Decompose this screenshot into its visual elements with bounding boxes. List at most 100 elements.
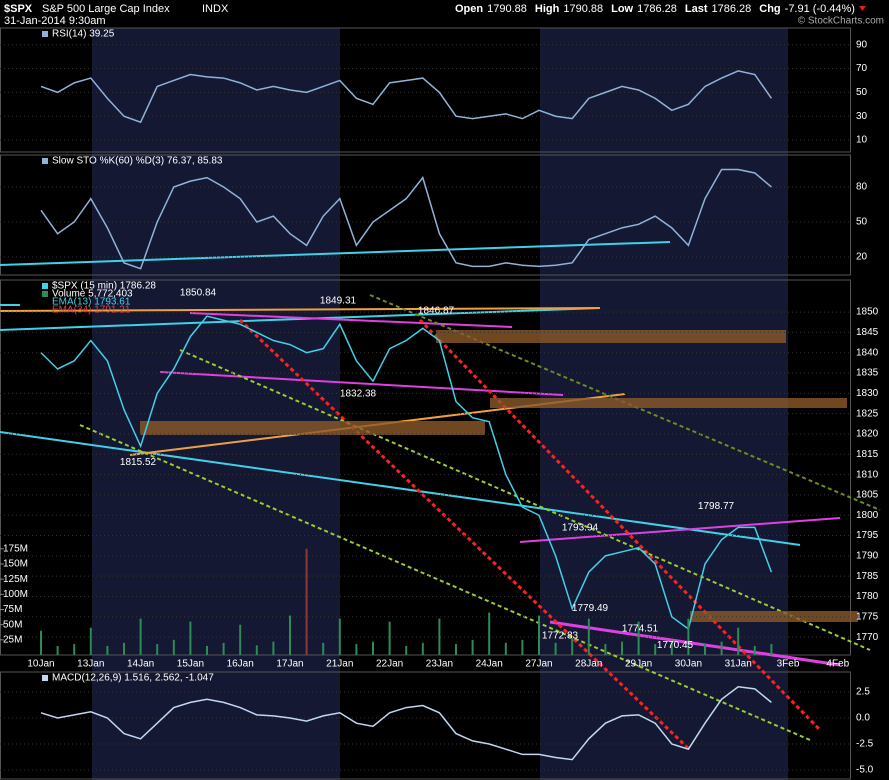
y-tick-label: 70 <box>856 63 868 74</box>
x-tick-label: 17Jan <box>276 659 303 670</box>
y-tick-label: -2.5 <box>856 739 874 750</box>
y-tick-label: 1845 <box>856 327 879 338</box>
legend-entry: RSI(14) 39.25 <box>52 29 115 40</box>
x-tick-label: 31Jan <box>725 659 752 670</box>
volume-bar <box>654 644 657 655</box>
legend-swatch <box>42 283 48 289</box>
quote-value: 1786.28 <box>637 3 677 15</box>
price-annotation: 1850.84 <box>180 287 217 298</box>
volume-bar <box>106 645 109 655</box>
y2-tick-label: 175M <box>3 543 28 554</box>
legend-swatch <box>42 31 48 37</box>
quote-value: -7.91 (-0.44%) <box>785 3 855 15</box>
volume-bar <box>73 644 76 655</box>
volume-bar <box>372 641 374 655</box>
y-tick-label: 20 <box>856 252 868 263</box>
y-tick-label: 1790 <box>856 551 879 562</box>
volume-bar <box>355 644 358 655</box>
y-tick-label: 1795 <box>856 530 879 541</box>
y-tick-label: 2.5 <box>856 687 870 698</box>
legend-swatch <box>42 675 48 681</box>
price-annotation: 1772.83 <box>542 630 579 641</box>
x-tick-label: 4Feb <box>826 659 849 670</box>
price-annotation: 1774.51 <box>622 623 659 634</box>
symbol: $SPX <box>4 3 33 15</box>
y2-tick-label: 50M <box>3 619 22 630</box>
legend-entry: Slow STO %K(60) %D(3) 76.37, 85.83 <box>52 156 223 167</box>
volume-bar <box>438 618 441 655</box>
volume-bar <box>255 645 258 655</box>
volume-bar <box>89 627 92 655</box>
volume-bar <box>139 618 142 655</box>
volume-bar <box>604 644 607 655</box>
series-line <box>40 70 773 124</box>
legend-swatch <box>42 158 48 164</box>
x-tick-label: 21Jan <box>326 659 353 670</box>
y-tick-label: 0.0 <box>856 713 870 724</box>
quote-value: 1790.88 <box>563 3 603 15</box>
y2-tick-label: 25M <box>3 634 22 645</box>
y-tick-label: 30 <box>856 111 868 122</box>
quote-label: High <box>535 3 560 15</box>
price-annotation: 1846.87 <box>418 305 455 316</box>
x-tick-label: 28Jan <box>575 659 602 670</box>
volume-bar <box>222 642 225 655</box>
x-tick-label: 14Jan <box>127 659 154 670</box>
price-annotation: 1815.52 <box>120 457 157 468</box>
series-line <box>40 685 772 761</box>
y-tick-label: 1840 <box>856 347 879 358</box>
y-tick-label: 80 <box>856 182 868 193</box>
trendlines <box>0 241 881 752</box>
legend-entry: EMA(13) 1793.61 <box>52 297 131 308</box>
volume-bar <box>770 644 773 655</box>
volume-bar <box>504 642 507 655</box>
volume-bar <box>488 612 491 655</box>
y2-tick-label: 100M <box>3 589 28 600</box>
quote-value: 1786.28 <box>712 3 752 15</box>
legend-entry: MACD(12,26,9) 1.516, 2.562, -1.047 <box>52 673 214 684</box>
y-tick-label: 50 <box>856 217 868 228</box>
volume-bar <box>56 645 59 655</box>
legend-entry: EMA(34) 1791.21 <box>52 305 131 316</box>
credit: © StockCharts.com <box>798 16 884 27</box>
x-tick-label: 29Jan <box>625 659 652 670</box>
x-tick-label: 15Jan <box>177 659 204 670</box>
y-tick-label: 1770 <box>856 632 879 643</box>
y-tick-label: 1800 <box>856 510 879 521</box>
y-tick-label: 1775 <box>856 611 879 622</box>
x-tick-label: 3Feb <box>777 659 800 670</box>
volume-bar <box>704 644 706 655</box>
series-line <box>40 315 773 631</box>
price-annotation: 1849.31 <box>320 296 357 307</box>
volume-bar <box>737 627 740 655</box>
quote-label: Low <box>611 3 633 15</box>
y2-tick-label: 75M <box>3 604 22 615</box>
volume-bar <box>621 641 623 655</box>
volume-bar <box>720 641 723 655</box>
price-annotation: 1779.49 <box>572 603 609 614</box>
volume-bar <box>272 641 275 655</box>
quote-label: Last <box>685 3 708 15</box>
panel-borders <box>0 27 851 780</box>
x-tick-label: 16Jan <box>227 659 254 670</box>
y-tick-label: 1825 <box>856 408 879 419</box>
volume-bar <box>670 639 673 655</box>
x-tick-label: 30Jan <box>675 659 702 670</box>
y-tick-label: 1830 <box>856 388 879 399</box>
volume-bar <box>239 624 242 655</box>
volume-bar <box>587 618 590 655</box>
volume-bar <box>338 618 341 655</box>
y-tick-label: 1850 <box>856 307 879 318</box>
volume-bar <box>189 621 192 655</box>
legend-entry: Volume 5,772,403 <box>52 289 133 300</box>
volume-bar <box>538 615 540 655</box>
y-tick-label: 1805 <box>856 490 879 501</box>
y-tick-label: -5.0 <box>856 765 874 776</box>
price-annotation: 1793.94 <box>562 522 599 533</box>
y-tick-label: 1815 <box>856 449 879 460</box>
index-name: S&P 500 Large Cap Index <box>42 3 170 15</box>
volume-bar <box>471 639 474 655</box>
y-tick-label: 10 <box>856 135 868 146</box>
